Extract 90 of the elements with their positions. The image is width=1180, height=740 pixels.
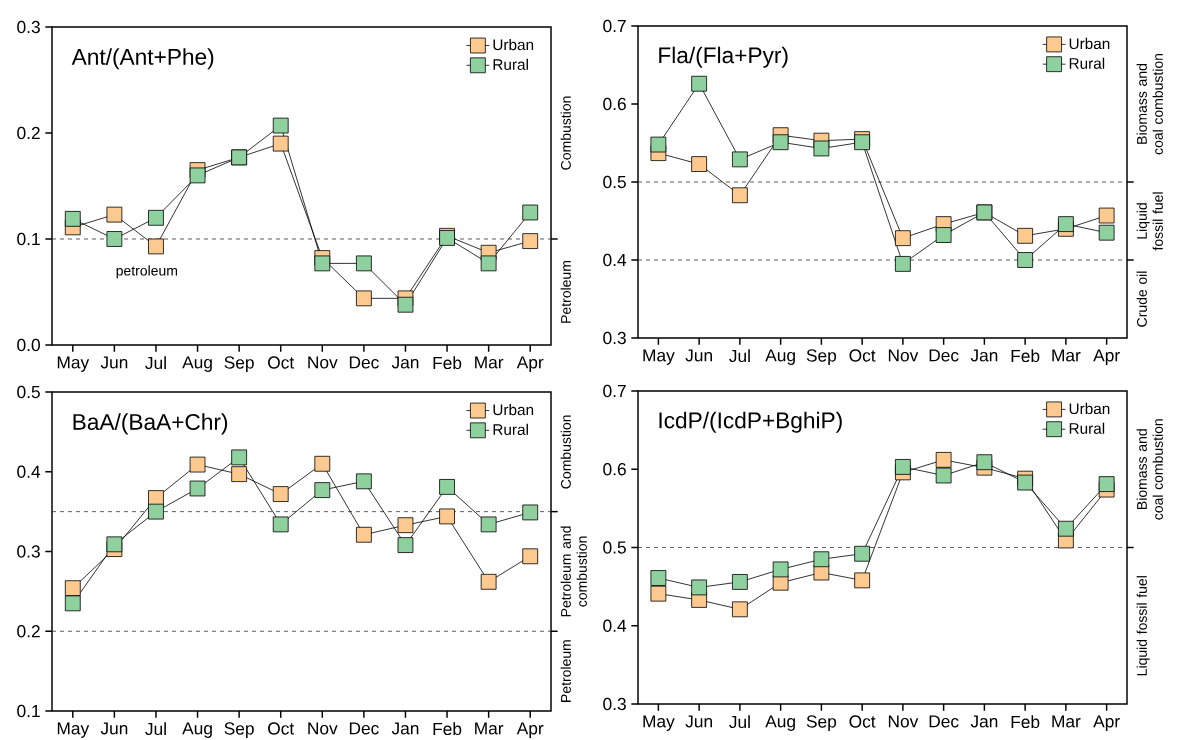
x-tick-label: May	[643, 349, 675, 365]
x-tick-label: Jan	[970, 349, 998, 362]
legend-label: Rural	[493, 58, 528, 70]
x-tick-label: Dec	[349, 356, 379, 369]
x-tick-label: Oct	[849, 349, 876, 362]
y-tick-label: 0.2	[17, 625, 40, 638]
x-tick-label: Mar	[1052, 349, 1081, 362]
x-tick-label: Jan	[970, 715, 998, 728]
x-tick-label: Apr	[516, 356, 544, 372]
text: Petroleum	[560, 640, 571, 702]
text: IcdP/(IcdP+BghiP)	[659, 411, 842, 433]
x-tick-label: Mar	[475, 722, 504, 735]
legend-label: Urban	[1069, 37, 1110, 50]
x-tick-label: Sep	[806, 715, 837, 732]
y-tick-label: 0.5	[17, 385, 40, 399]
x-tick-label: Jul	[145, 722, 166, 736]
y-tick-label: 0.7	[603, 384, 626, 398]
x-tick-label: Feb	[433, 722, 462, 736]
x-tick-label: Apr	[1093, 715, 1120, 731]
x-tick-label: Sep	[224, 356, 254, 373]
legend-label: Rural	[1069, 422, 1105, 434]
y-tick-label: 0.1	[17, 232, 40, 246]
x-tick-label: Jul	[145, 356, 166, 370]
x-tick-label: May	[643, 715, 675, 731]
y-tick-label: 0.1	[17, 704, 40, 718]
x-tick-label: Apr	[1093, 349, 1120, 365]
text: Liquid fossil fuel	[1136, 576, 1150, 676]
x-tick-label: Oct	[849, 715, 876, 728]
text: Crude oil	[1136, 271, 1147, 327]
x-tick-label: Oct	[268, 356, 295, 369]
x-tick-label: Oct	[268, 722, 295, 735]
x-tick-label: Mar	[475, 356, 504, 369]
x-tick-label: Aug	[765, 349, 795, 365]
x-tick-label: Mar	[1052, 715, 1081, 728]
legend-label: Urban	[493, 403, 534, 416]
x-tick-label: Sep	[224, 722, 254, 739]
x-tick-label: Sep	[806, 349, 837, 366]
x-tick-label: Feb	[433, 356, 462, 370]
annotation: petroleum	[116, 265, 177, 279]
x-tick-label: Jul	[729, 715, 750, 729]
x-tick-label: Feb	[1011, 715, 1040, 729]
x-tick-label: Feb	[1011, 349, 1040, 363]
y-tick-label: 0.3	[603, 697, 626, 711]
x-tick-label: Aug	[182, 722, 212, 738]
text: BaA/(BaA+Chr)	[73, 413, 228, 435]
y-tick-label: 0.5	[603, 175, 626, 189]
text: Biomass and coal combustion	[1136, 419, 1163, 520]
y-tick-label: 0.4	[603, 619, 627, 632]
x-tick-label: Jun	[685, 349, 712, 362]
text: Ant/(Ant+Phe)	[71, 48, 214, 70]
legend-label: Rural	[1069, 57, 1105, 69]
x-tick-label: Jun	[685, 715, 712, 728]
text: Biomass and coal combustion	[1136, 53, 1163, 155]
x-tick-label: Aug	[765, 715, 795, 731]
x-tick-label: Jun	[100, 722, 128, 735]
x-tick-label: May	[57, 356, 90, 372]
y-tick-label: 0.3	[17, 20, 40, 34]
legend-label: Rural	[493, 423, 528, 436]
x-tick-label: Jan	[391, 722, 419, 735]
x-tick-label: Jan	[391, 356, 419, 369]
x-tick-label: Nov	[888, 349, 919, 362]
y-tick-label: 0.7	[603, 19, 626, 33]
x-tick-label: Dec	[349, 722, 379, 735]
y-tick-label: 0.4	[603, 253, 627, 267]
x-tick-label: Aug	[182, 356, 212, 372]
legend-label: Urban	[1069, 402, 1110, 415]
y-tick-label: 0.5	[603, 541, 626, 554]
x-tick-label: Jun	[100, 356, 128, 369]
y-tick-label: 0.3	[17, 545, 40, 558]
text: Combustion	[560, 415, 571, 489]
y-tick-label: 0.2	[17, 126, 40, 140]
y-tick-label: 0.3	[603, 331, 626, 345]
y-tick-label: 0.4	[17, 465, 41, 478]
x-tick-label: Nov	[308, 356, 338, 369]
y-tick-label: 0.6	[603, 463, 626, 476]
y-tick-label: 0.0	[17, 338, 40, 352]
x-tick-label: Dec	[929, 715, 959, 728]
text: Petroleum	[560, 261, 571, 323]
x-tick-label: Dec	[929, 349, 959, 362]
x-tick-label: May	[57, 722, 90, 738]
x-tick-label: Jul	[729, 349, 750, 363]
x-tick-label: Nov	[888, 715, 919, 728]
legend-label: Urban	[493, 38, 534, 51]
text: Fla/(Fla+Pyr)	[659, 46, 788, 68]
y-tick-label: 0.6	[603, 97, 626, 111]
text: Combustion	[560, 96, 571, 170]
text: Petroleum and combustion	[560, 526, 587, 617]
text: Liquid fossil fuel	[1136, 192, 1163, 251]
x-tick-label: Apr	[516, 722, 544, 738]
x-tick-label: Nov	[308, 722, 338, 735]
